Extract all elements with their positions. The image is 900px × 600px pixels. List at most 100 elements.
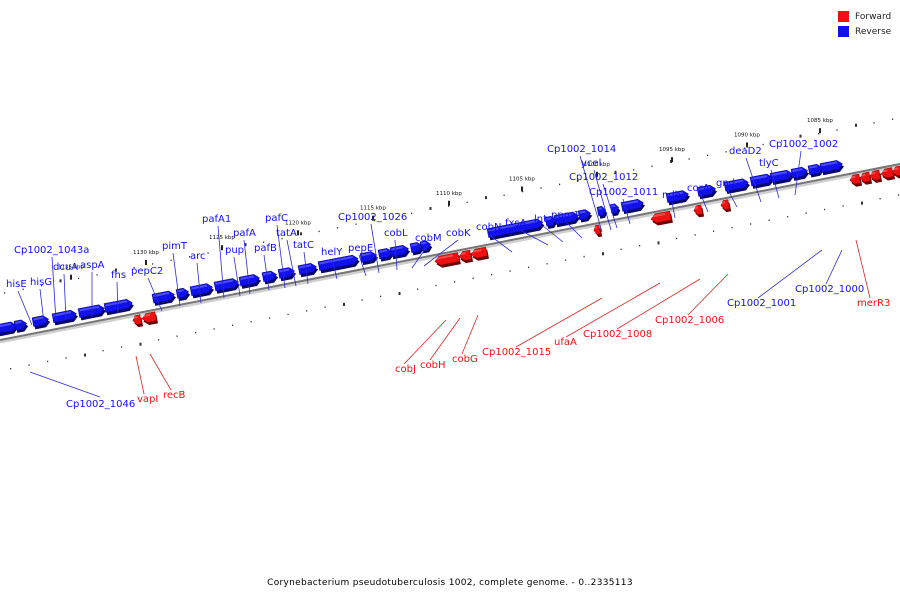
strand-legend: Forward Reverse [838,9,891,39]
kbp-tick-label: 1095 kbp [659,147,685,153]
reverse-gene-arrow [317,254,360,274]
gene-leader-line [276,224,286,289]
genome-caption: Corynebacterium pseudotuberculosis 1002,… [267,578,633,588]
forward-swatch [838,11,849,22]
gene-leader-line [770,169,780,199]
forward-gene-arrow [859,171,873,185]
gene-label: Cp1002_1015 [482,347,551,358]
gene-leader-line [855,239,871,299]
gene-label: gnd [716,178,735,189]
gene-label: cobN [476,222,501,233]
gene-leader-line [593,169,612,231]
gene-leader-line [461,314,479,355]
gene-leader-line [63,273,67,321]
gene-label: cobG [452,354,478,365]
gene-leader-line [263,254,270,291]
kbp-tick-label: 1115 kbp [360,206,386,212]
gene-label: pepC2 [131,266,163,277]
gene-label: Cp1002_1043a [14,245,89,256]
kbp-tick-mark [297,230,299,236]
kbp-tick-label: 1100 kbp [584,162,610,168]
reverse-gene-arrow [297,262,319,278]
reverse-gene-arrow [696,184,718,200]
kbp-tick-mark [145,260,147,266]
gene-label: pafA1 [202,214,231,225]
kbp-tick-mark [372,215,374,221]
kbp-tick-label: 1125 kbp [209,235,235,241]
gene-leader-line [303,251,309,285]
legend-forward: Forward [838,9,891,24]
gene-leader-line [745,157,762,203]
forward-gene-arrow [880,167,896,181]
gene-label: fhs [111,270,126,281]
gene-label: Cp1002_1002 [769,139,838,150]
gene-leader-line [825,249,843,285]
gene-leader-line [286,239,297,287]
gene-labels: hisE hisG Cp1002_1043a dcuA aspA fhs pepC2 pimT… [6,139,890,410]
forward-gene-arrow [141,311,159,326]
gene-label: hisG [30,277,52,288]
gene-label: ppm1 [551,210,580,221]
forward-gene-arrow [693,204,705,218]
gene-leader-line [622,198,631,225]
gene-leader-line [579,155,603,233]
reverse-gene-arrow [609,203,621,217]
gene-label: Cp1002_1001 [727,298,796,309]
gene-leader-line [565,282,661,338]
gene-label: Cp1002_1011 [589,187,658,198]
gene-label: lnt [534,214,547,225]
gene-label: fxsA [505,218,527,229]
gene-leader-line [671,201,676,219]
kbp-tick-mark [521,186,523,192]
gene-leader-line [757,249,823,299]
reverse-gene-arrow [544,215,558,229]
gene-label: pafA [233,228,256,239]
gene-leader-line [423,239,459,267]
forward-gene-arrow [470,246,489,261]
gene-label: cobL [384,228,408,239]
gene-label: ycel [581,158,601,169]
gene-label: corA [687,183,710,194]
reverse-gene-arrow [103,298,134,316]
gene-leader-line [149,353,172,391]
kbp-tick-label: 1130 kbp [133,250,159,256]
reverse-gene-arrow [13,319,29,333]
upper-scale-dots [4,118,894,294]
gene-leader-line [411,244,429,269]
lower-scale-dots [10,194,900,370]
gene-leader-line [116,281,119,314]
gene-label: Cp1002_1014 [547,144,616,155]
reverse-gene-arrow [189,283,215,299]
gene-leader-line [687,273,729,316]
gene-leader-line [217,225,225,299]
gene-leader-line [172,252,181,307]
forward-gene-arrow [869,169,883,183]
gene-leader-line [515,297,603,348]
kbp-tick-label: 1110 kbp [436,191,462,197]
reverse-gene-arrow [261,270,279,285]
gene-leader-line [565,221,583,239]
forward-gene-arrow [434,252,461,268]
legend-reverse: Reverse [838,24,891,39]
gene-label: pafB [254,243,277,254]
reverse-gene-arrow [0,321,19,337]
gene-label: tatA [276,228,297,239]
forward-gene-arrow [593,224,603,238]
gene-label: Cp1002_1046 [66,399,135,410]
reverse-gene-arrow [596,206,608,219]
reverse-gene-arrow [723,178,750,194]
reverse-gene-arrow [277,267,297,282]
gene-leader-line [403,319,447,365]
kbp-tick-label: 1090 kbp [734,132,760,138]
reverse-gene-arrow [213,278,240,294]
kbp-tick-mark [70,274,72,280]
gene-leader-line [542,225,564,243]
gene-label: cobM [415,233,442,244]
gene-leader-line [233,256,241,297]
forward-gene-arrow [458,249,474,264]
gene-label: helY [321,247,343,258]
gene-label: cobK [446,228,471,239]
reverse-gene-arrow [790,166,810,181]
gene-leader-line [29,371,101,398]
